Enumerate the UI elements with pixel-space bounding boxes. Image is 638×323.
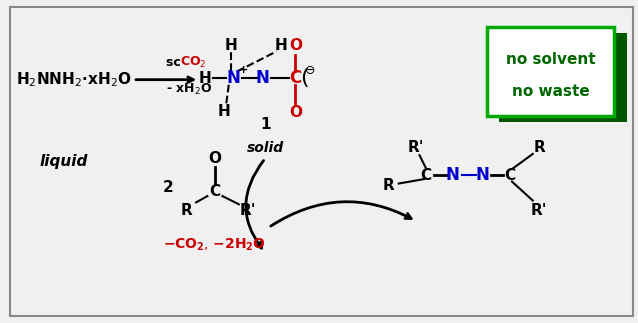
Text: O: O (209, 151, 221, 166)
Text: 1: 1 (260, 118, 271, 132)
Text: C: C (420, 168, 431, 183)
Text: R': R' (531, 203, 547, 218)
Text: R: R (382, 178, 394, 193)
Text: N: N (475, 166, 489, 184)
Text: no solvent: no solvent (505, 52, 595, 67)
Text: O: O (289, 37, 302, 53)
Text: R': R' (239, 203, 256, 218)
Text: H: H (199, 71, 212, 86)
Text: C: C (504, 168, 515, 183)
Text: ⊖: ⊖ (306, 64, 316, 77)
FancyBboxPatch shape (487, 27, 614, 116)
Text: sc: sc (167, 56, 186, 68)
Text: R: R (533, 140, 545, 155)
Text: N: N (227, 69, 241, 88)
Text: H$_2$NNH$_2$·xH$_2$O: H$_2$NNH$_2$·xH$_2$O (15, 70, 131, 89)
FancyBboxPatch shape (10, 7, 634, 316)
Text: +: + (239, 65, 248, 75)
Text: CO$_2$: CO$_2$ (181, 55, 207, 70)
Text: (: ( (300, 68, 309, 89)
Text: H: H (274, 37, 287, 53)
Text: solid: solid (247, 141, 284, 155)
Text: 2: 2 (162, 181, 173, 195)
Text: H: H (225, 37, 237, 53)
Text: C: C (290, 69, 302, 88)
Text: N: N (255, 69, 269, 88)
FancyBboxPatch shape (500, 33, 627, 122)
Text: - xH$_2$O: - xH$_2$O (167, 82, 212, 97)
Text: R': R' (408, 140, 424, 155)
Text: no waste: no waste (512, 84, 590, 99)
Text: $\bf{- CO_2}$, $\bf{- 2H_2O}$: $\bf{- CO_2}$, $\bf{- 2H_2O}$ (163, 236, 267, 253)
Text: H: H (218, 104, 231, 119)
Text: C: C (209, 184, 221, 199)
Text: N: N (446, 166, 460, 184)
Text: O: O (289, 105, 302, 120)
Text: liquid: liquid (40, 154, 88, 169)
Text: R: R (181, 203, 193, 218)
